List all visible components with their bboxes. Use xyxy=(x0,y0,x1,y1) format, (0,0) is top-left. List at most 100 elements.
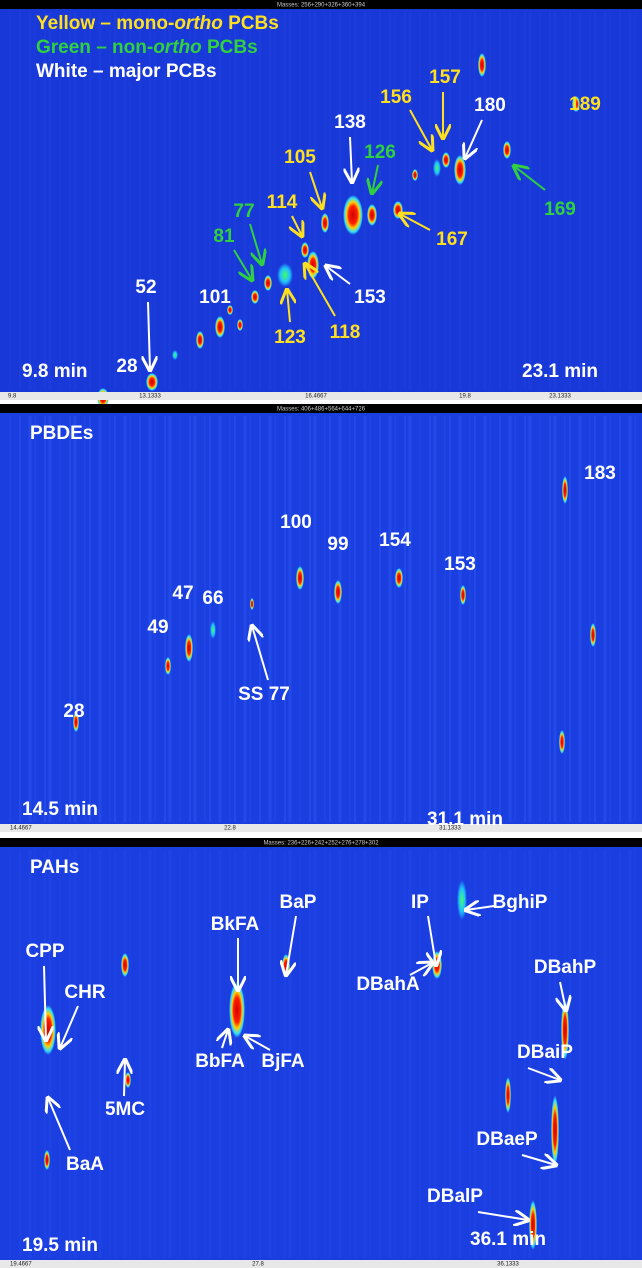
peak-spot xyxy=(433,159,441,177)
peak-spot xyxy=(334,580,342,604)
time-end: 36.1 min xyxy=(470,1229,546,1250)
panel-title: PAHs xyxy=(30,857,79,878)
peak-spot xyxy=(296,566,304,590)
x-tick-label: 27.8 xyxy=(252,1262,264,1268)
peak-label: 81 xyxy=(213,226,235,247)
x-tick-label: 14.4667 xyxy=(10,826,32,832)
legend-tail: PCBs xyxy=(202,37,258,58)
peak-label: 5MC xyxy=(105,1099,145,1120)
peak-spot xyxy=(237,319,243,331)
peak-spot xyxy=(551,1095,559,1165)
legend-entry: White – major PCBs xyxy=(36,61,217,82)
arrow xyxy=(124,1060,125,1096)
x-tick-label: 16.4667 xyxy=(305,394,327,400)
panel-background xyxy=(0,404,642,832)
peak-label: 101 xyxy=(199,287,231,308)
time-start: 14.5 min xyxy=(22,799,98,820)
peak-spot xyxy=(321,213,329,233)
peak-spot xyxy=(165,657,171,675)
peak-spot xyxy=(562,476,568,504)
peak-label: 28 xyxy=(116,356,137,377)
peak-spot xyxy=(343,195,363,235)
peak-spot xyxy=(185,634,193,662)
legend-text: Yellow – mono- xyxy=(36,13,174,34)
peak-spot xyxy=(395,568,403,588)
peak-label: 180 xyxy=(474,95,506,116)
peak-label: 52 xyxy=(135,277,156,298)
x-tick-label: 9.8 xyxy=(8,394,17,400)
peak-label: DBahP xyxy=(534,957,597,978)
peak-label: DBaeP xyxy=(476,1129,538,1150)
peak-spot xyxy=(503,141,511,159)
peak-label: IP xyxy=(411,892,429,913)
peak-label: 189 xyxy=(569,94,601,115)
time-start: 9.8 min xyxy=(22,361,87,382)
peak-spot xyxy=(505,1077,511,1113)
peak-label: 153 xyxy=(354,287,386,308)
panel-title: PBDEs xyxy=(30,423,93,444)
peak-spot xyxy=(210,621,216,639)
peak-label: 123 xyxy=(274,327,306,348)
peak-spot xyxy=(172,350,178,360)
peak-spot xyxy=(229,982,245,1038)
peak-spot xyxy=(44,1150,50,1170)
peak-spot xyxy=(215,316,225,338)
peak-label: 28 xyxy=(63,701,84,722)
peak-label: 126 xyxy=(364,142,396,163)
peak-label: BjFA xyxy=(261,1051,305,1072)
peak-label: 47 xyxy=(172,583,193,604)
legend-text: White – major PCBs xyxy=(36,61,217,82)
panel: Masses: 256+290+326+360+394 9.8 13.1333 16.… xyxy=(0,0,642,408)
peak-spot xyxy=(460,585,466,605)
peak-spot xyxy=(393,201,403,219)
time-end: 31.1 min xyxy=(427,809,503,830)
peak-label: SS 77 xyxy=(238,684,290,705)
axis-bar xyxy=(0,1260,642,1268)
time-start: 19.5 min xyxy=(22,1235,98,1256)
peak-label: BaA xyxy=(66,1154,104,1175)
legend-italic: ortho xyxy=(153,37,202,58)
peak-label: 169 xyxy=(544,199,576,220)
peak-label: CPP xyxy=(25,941,64,962)
peak-label: 183 xyxy=(584,463,616,484)
peak-spot xyxy=(125,1072,131,1088)
peak-label: BbFA xyxy=(195,1051,245,1072)
peak-spot xyxy=(454,155,466,185)
peak-spot xyxy=(590,623,596,647)
peak-label: BkFA xyxy=(211,914,260,935)
peak-label: 156 xyxy=(380,87,412,108)
peak-spot xyxy=(277,263,293,287)
header-text: Masses: 236+226+242+252+276+278+302 xyxy=(263,841,379,847)
peak-spot xyxy=(367,204,377,226)
legend-text: Green – non- xyxy=(36,37,153,58)
legend-italic: ortho xyxy=(174,13,223,34)
peak-label: 157 xyxy=(429,67,461,88)
peak-spot xyxy=(478,53,486,77)
peak-label: BaP xyxy=(280,892,317,913)
x-tick-label: 19.4667 xyxy=(10,1262,32,1268)
peak-label: 77 xyxy=(233,201,254,222)
header-text: Masses: 256+290+326+360+394 xyxy=(277,3,366,9)
peak-label: 154 xyxy=(379,530,411,551)
peak-spot xyxy=(251,290,259,304)
peak-spot xyxy=(307,251,319,279)
x-tick-label: 22.8 xyxy=(224,826,236,832)
time-end: 23.1 min xyxy=(522,361,598,382)
peak-label: 66 xyxy=(202,588,223,609)
legend-tail: PCBs xyxy=(223,13,279,34)
axis-bar xyxy=(0,824,642,832)
peak-label: 114 xyxy=(267,192,298,213)
x-tick-label: 13.1333 xyxy=(139,394,161,400)
peak-label: CHR xyxy=(64,982,105,1003)
x-tick-label: 23.1333 xyxy=(549,394,571,400)
peak-label: 138 xyxy=(334,112,366,133)
peak-spot xyxy=(442,152,450,168)
peak-label: 153 xyxy=(444,554,476,575)
header-text: Masses: 406+486+564+644+726 xyxy=(277,407,366,413)
peak-spot xyxy=(121,953,129,977)
peak-spot xyxy=(412,169,418,181)
peak-label: 105 xyxy=(284,147,316,168)
peak-label: DBaiP xyxy=(517,1042,573,1063)
figure: Masses: 256+290+326+360+394 9.8 13.1333 16.… xyxy=(0,0,642,1268)
peak-label: 99 xyxy=(327,534,348,555)
